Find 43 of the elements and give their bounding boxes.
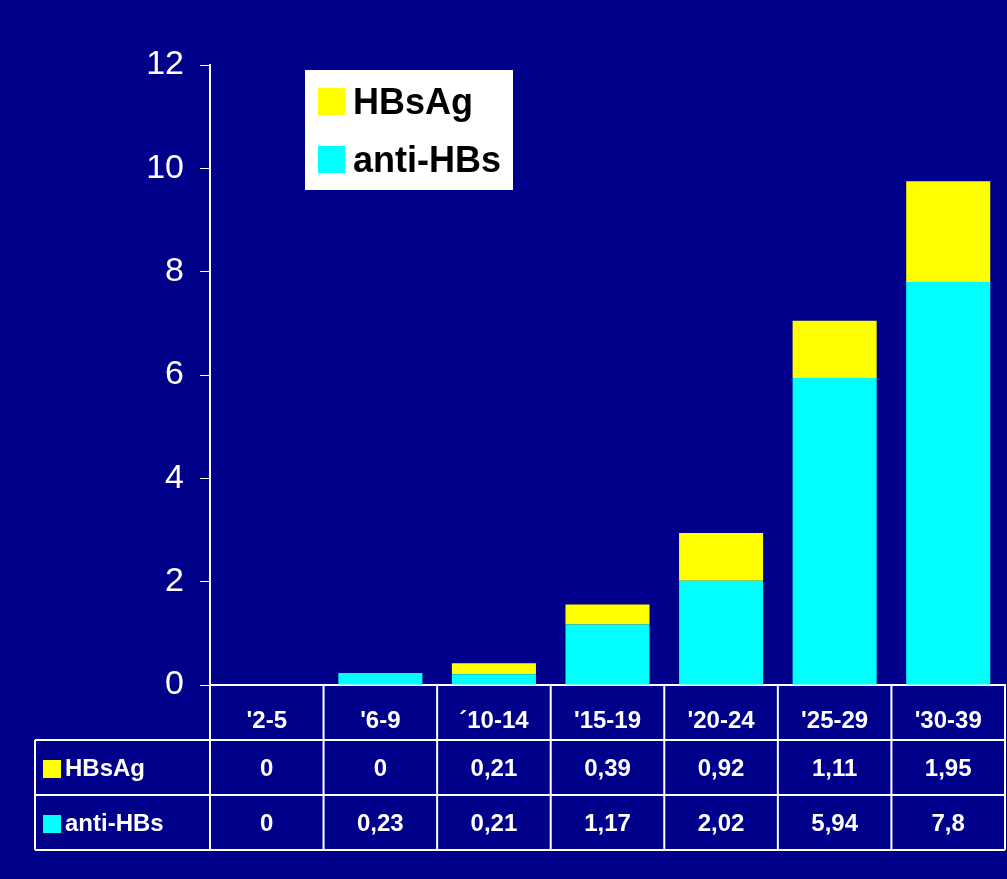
data-label: 1,17: [584, 809, 631, 837]
bar: [906, 282, 991, 685]
x-tick-label: '15-19: [573, 706, 642, 734]
x-tick-label: ´10-14: [459, 706, 530, 734]
bar: [679, 580, 764, 685]
y-tick-label: 6: [165, 353, 184, 392]
y-tick-label: 4: [165, 456, 184, 495]
data-label: 1,95: [924, 754, 972, 782]
data-label: 5,94: [811, 809, 859, 837]
data-label: 0,23: [357, 809, 404, 837]
bar: [451, 674, 536, 685]
bar: [906, 181, 991, 282]
data-label: 0: [260, 754, 274, 782]
data-label: 0,21: [470, 754, 518, 782]
y-tick-label: 8: [165, 250, 184, 289]
data-label: 0: [260, 809, 274, 837]
bar: [565, 604, 650, 625]
bar: [338, 673, 423, 685]
data-label: 0: [373, 754, 388, 782]
legend-label: anti-HBs: [353, 138, 502, 180]
y-tick-label: 10: [146, 146, 184, 185]
data-label: 0,39: [584, 754, 631, 782]
data-label: 0,21: [470, 809, 518, 837]
x-tick-label: '20-24: [687, 706, 756, 734]
y-tick-label: 2: [165, 560, 184, 599]
y-tick-label: 0: [165, 663, 184, 702]
bar: [565, 624, 650, 685]
bar: [679, 533, 764, 581]
bar: [451, 663, 536, 675]
text: HBsAg: [65, 754, 146, 782]
x-tick-label: '30-39: [914, 706, 982, 734]
data-label: 2,02: [697, 809, 745, 837]
data-label: 0,92: [697, 754, 745, 782]
x-tick-label: '6-9: [360, 706, 401, 734]
x-tick-label: '2-5: [246, 706, 287, 734]
y-tick-label: 12: [146, 43, 184, 82]
data-label: 1,11: [811, 754, 858, 782]
data-label: 7,8: [931, 809, 965, 837]
bar: [792, 378, 877, 685]
text: anti-HBs: [65, 809, 164, 837]
bar: [792, 320, 877, 379]
x-tick-label: '25-29: [801, 706, 869, 734]
legend-label: HBsAg: [353, 80, 474, 122]
